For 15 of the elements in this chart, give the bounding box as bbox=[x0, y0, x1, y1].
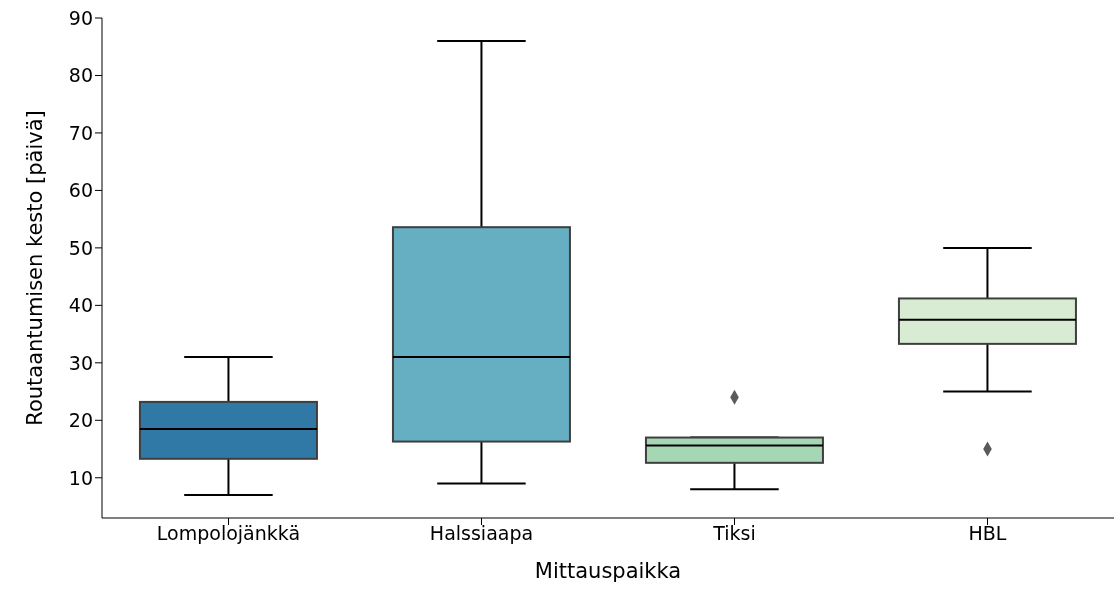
x-tick-label: Halssiaapa bbox=[429, 522, 534, 545]
x-tick-label: Tiksi bbox=[712, 522, 756, 545]
y-tick-label: 50 bbox=[68, 236, 93, 259]
x-tick-label: Lompolojänkkä bbox=[156, 522, 301, 545]
y-tick-label: 70 bbox=[68, 121, 93, 144]
y-tick-label: 30 bbox=[68, 351, 93, 374]
y-tick-label: 60 bbox=[68, 179, 93, 202]
y-tick-label: 80 bbox=[68, 64, 93, 87]
y-tick-label: 20 bbox=[68, 409, 93, 432]
y-tick-label: 10 bbox=[68, 466, 93, 489]
y-axis-title: Routaantumisen kesto [päivä] bbox=[23, 110, 48, 426]
y-tick-label: 90 bbox=[68, 6, 93, 29]
y-tick-label: 40 bbox=[68, 294, 93, 317]
x-tick-label: HBL bbox=[968, 522, 1007, 545]
x-axis-title: Mittauspaikka bbox=[534, 559, 682, 583]
